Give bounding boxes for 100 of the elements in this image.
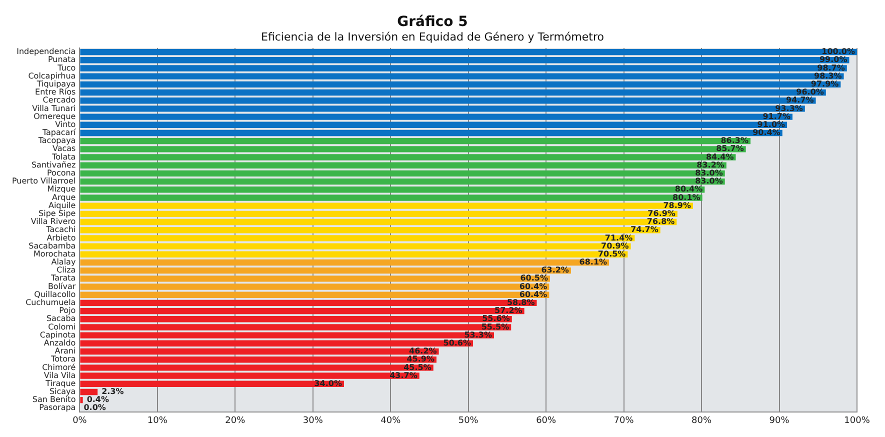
- y-tick-label: Chimoré: [42, 362, 76, 372]
- data-label: 83.0%: [695, 168, 723, 178]
- data-label: 91.7%: [762, 112, 790, 121]
- bar: [80, 89, 826, 96]
- data-label: 55.6%: [482, 314, 510, 324]
- y-tick-label: Colcapirhua: [28, 71, 76, 80]
- y-tick-label: Sacabamba: [28, 241, 76, 250]
- data-label: 96.0%: [796, 88, 824, 97]
- data-label: 97.9%: [810, 80, 839, 88]
- y-tick-label: Arbieto: [46, 233, 76, 242]
- y-tick-label: Villa Rivero: [30, 217, 76, 226]
- data-label: 63.2%: [541, 266, 569, 275]
- bar: [80, 308, 524, 314]
- y-tick-label: Alalay: [51, 258, 76, 267]
- bar: [80, 122, 788, 128]
- x-tick-label: 80%: [692, 416, 712, 426]
- y-tick-label: Bolívar: [48, 282, 76, 291]
- y-tick-label: Vila Vila: [44, 370, 76, 380]
- y-tick-label: Pocona: [47, 168, 76, 178]
- data-label: 78.9%: [663, 200, 691, 210]
- data-label: 53.3%: [464, 330, 492, 340]
- data-label: 58.8%: [506, 298, 535, 308]
- data-label: 94.7%: [786, 96, 814, 105]
- y-tick-label: Tuco: [56, 63, 76, 72]
- data-label: 45.9%: [406, 354, 434, 364]
- bar: [80, 194, 702, 201]
- data-label: 91.0%: [757, 120, 786, 129]
- data-label: 80.1%: [672, 192, 700, 202]
- data-label: 0.0%: [84, 403, 106, 412]
- y-tick-label: Quillacollo: [34, 290, 76, 299]
- y-tick-label: San Benito: [32, 395, 76, 404]
- x-tick-label: 30%: [302, 416, 324, 426]
- y-tick-label: Arani: [54, 346, 76, 356]
- x-tick-label: 100%: [844, 416, 870, 426]
- y-tick-label: Tarata: [50, 274, 76, 283]
- bar: [80, 218, 677, 226]
- x-tick-label: 60%: [536, 416, 557, 426]
- y-tick-label: Tolata: [51, 152, 76, 162]
- data-label: 74.7%: [630, 225, 658, 234]
- data-label: 0.4%: [86, 395, 110, 404]
- data-label: 2.3%: [102, 387, 124, 396]
- y-tick-label: Capinota: [40, 330, 76, 340]
- y-tick-label: Arque: [52, 192, 76, 202]
- data-label: 86.3%: [720, 136, 749, 146]
- data-label: 99.0%: [819, 55, 848, 64]
- bar: [80, 340, 474, 347]
- y-tick-label: Omereque: [34, 112, 76, 121]
- data-label: 71.4%: [604, 233, 633, 242]
- bar: [80, 178, 725, 185]
- bar: [80, 292, 550, 298]
- y-tick-label: Aiquile: [48, 200, 76, 210]
- x-tick-label: 0%: [72, 416, 88, 426]
- bar: [80, 170, 725, 177]
- bar: [80, 396, 83, 404]
- data-label: 55.5%: [481, 322, 510, 332]
- bar: [80, 380, 344, 387]
- bar: [80, 259, 610, 266]
- y-tick-label: Cuchumuela: [26, 298, 76, 308]
- data-label: 83.2%: [696, 160, 724, 170]
- bar: [80, 138, 751, 144]
- y-tick-label: Sipe Sipe: [38, 208, 76, 218]
- data-label: 46.2%: [409, 346, 437, 356]
- data-label: 100.0%: [822, 47, 855, 56]
- y-tick-label: Santivañez: [31, 160, 76, 170]
- y-tick-label: Sacaba: [46, 314, 76, 324]
- data-label: 80.4%: [674, 184, 703, 194]
- bar: [80, 348, 439, 355]
- chart-subtitle: Eficiencia de la Inversión en Equidad de Género y Termómetro: [261, 30, 604, 44]
- y-tick-label: Vacas: [52, 144, 76, 154]
- bar: [80, 81, 841, 88]
- data-label: 76.8%: [646, 217, 675, 226]
- y-tick-label: Tiquipaya: [36, 80, 76, 88]
- data-label: 68.1%: [579, 258, 608, 267]
- bar: [80, 388, 98, 396]
- y-tick-label: Vinto: [55, 120, 76, 129]
- x-tick-label: 20%: [225, 416, 246, 426]
- y-tick-label: Tiraque: [44, 378, 76, 388]
- y-tick-label: Morochata: [33, 249, 76, 258]
- data-label: 60.4%: [519, 290, 548, 299]
- bar: [80, 227, 660, 234]
- bar: [80, 202, 693, 209]
- y-tick-label: Cercado: [42, 96, 76, 105]
- data-label: 60.5%: [520, 274, 548, 283]
- y-tick-label: Puerto Villarroel: [12, 176, 76, 186]
- bar: [80, 162, 726, 168]
- y-tick-label: Mizque: [47, 184, 76, 194]
- y-tick-label: Entre Ríos: [35, 88, 76, 97]
- bar: [80, 251, 628, 258]
- x-tick-label: 10%: [147, 416, 168, 426]
- chart-title: Gráfico 5: [397, 14, 468, 30]
- bar: [80, 57, 850, 64]
- x-tick-label: 70%: [614, 416, 634, 426]
- data-label: 93.3%: [775, 104, 803, 113]
- y-tick-label: Punata: [48, 55, 76, 64]
- y-tick-label: Pasorapa: [39, 403, 76, 412]
- x-tick-label: 90%: [769, 416, 790, 426]
- x-tick-label: 50%: [458, 416, 479, 426]
- bar: [80, 356, 436, 363]
- y-tick-label: Tacopaya: [37, 136, 76, 146]
- data-label: 60.4%: [519, 282, 548, 291]
